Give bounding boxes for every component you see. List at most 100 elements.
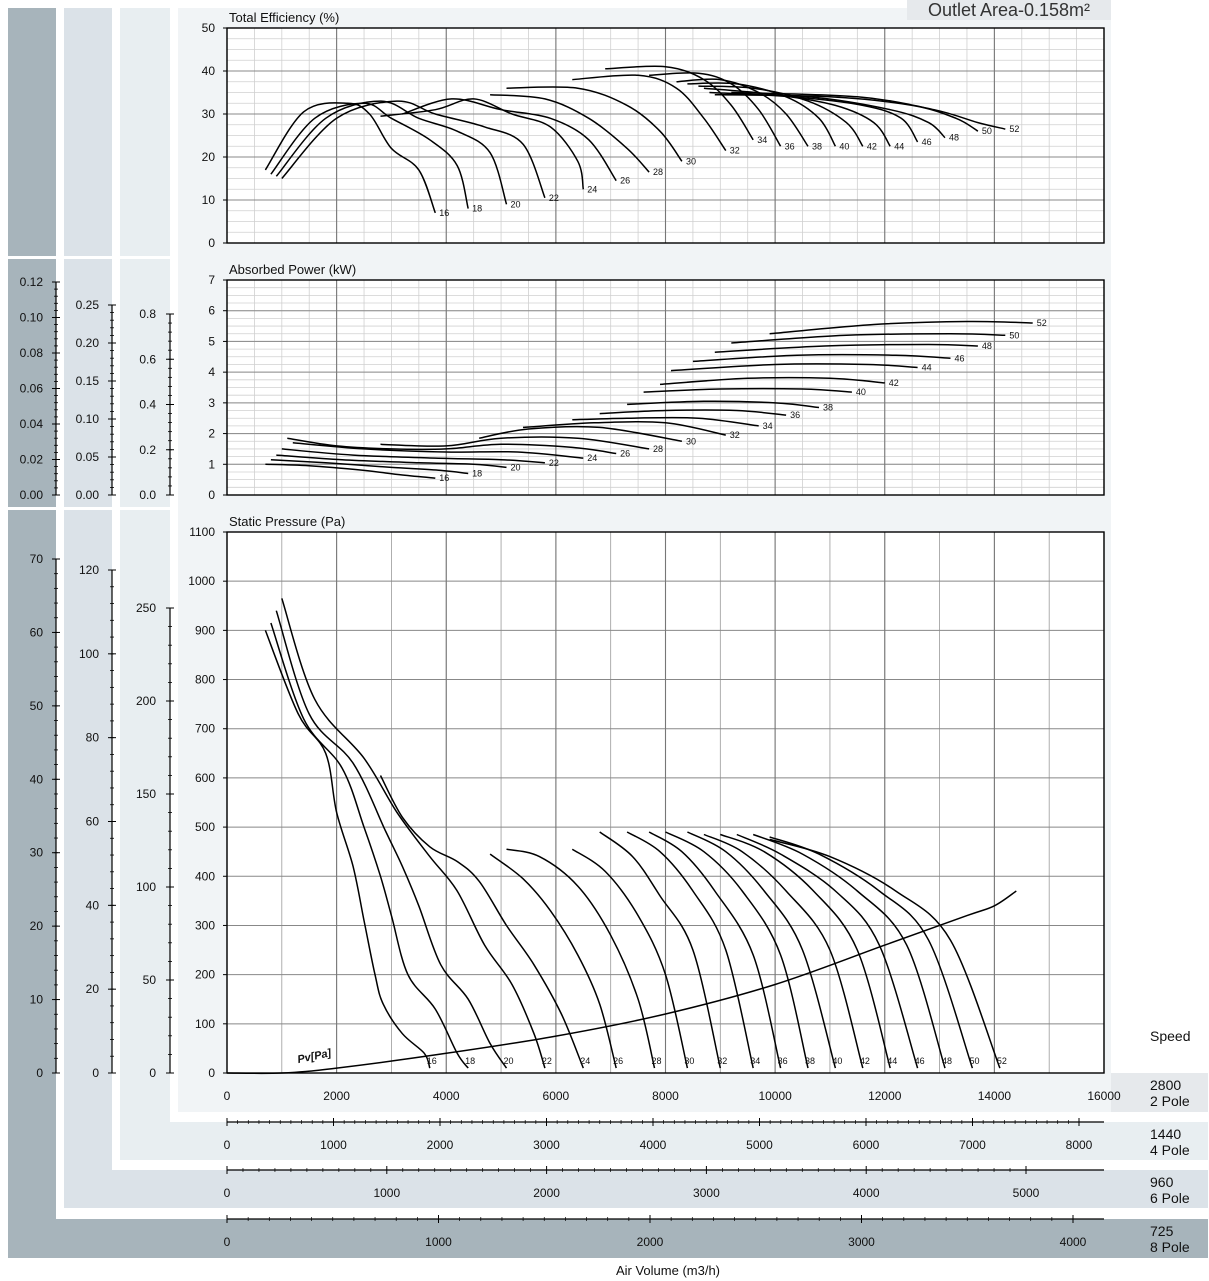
axis-tick-label: 3000 bbox=[848, 1235, 875, 1249]
y-tick-label: 900 bbox=[195, 623, 215, 637]
y-tick-label: 2 bbox=[208, 427, 215, 441]
axis-tick-label: 0.0 bbox=[139, 488, 156, 502]
speed-label-18: 18 bbox=[472, 469, 482, 479]
y-tick-label: 200 bbox=[195, 968, 215, 982]
speed-label-50: 50 bbox=[969, 1056, 979, 1066]
curve-18 bbox=[270, 458, 469, 475]
pole-count: 4 Pole bbox=[1150, 1142, 1190, 1158]
panel-title: Static Pressure (Pa) bbox=[229, 514, 345, 529]
curve-48 bbox=[714, 343, 978, 353]
y-tick-label: 50 bbox=[202, 21, 216, 35]
curve-22 bbox=[281, 100, 546, 199]
speed-label-48: 48 bbox=[949, 133, 959, 143]
axis-tick-label: 0.10 bbox=[20, 311, 44, 325]
power-axis-6pole: 0.8 0.6 0.4 0.2 0.0 bbox=[139, 307, 174, 502]
axis-tick-label: 0.06 bbox=[20, 382, 44, 396]
curve-20 bbox=[275, 100, 508, 205]
y-tick-label: 700 bbox=[195, 722, 215, 736]
curve-42 bbox=[698, 85, 864, 147]
panel-3: 0 100 200 300 400 500 600 700 800 900 1000 1100 Stat… bbox=[188, 514, 1105, 1080]
y-tick-label: 800 bbox=[195, 673, 215, 687]
curve-28 bbox=[490, 93, 650, 173]
y-tick-label: 1 bbox=[208, 457, 215, 471]
axis-tick-label: 2000 bbox=[427, 1138, 454, 1152]
curve-52 bbox=[769, 320, 1033, 335]
speed-label-28: 28 bbox=[653, 167, 663, 177]
speed-label-24: 24 bbox=[580, 1056, 590, 1066]
axis-tick-label: 6000 bbox=[853, 1138, 880, 1152]
curve-30 bbox=[506, 86, 683, 162]
band-6pole-axis bbox=[64, 1170, 1208, 1208]
axis-tick-label: 0.04 bbox=[20, 417, 44, 431]
curve-34 bbox=[626, 831, 754, 1069]
outlet-area-label: Outlet Area-0.158m² bbox=[907, 0, 1111, 20]
speed-label-18: 18 bbox=[465, 1056, 475, 1066]
panel-1: 0 10 20 30 40 50 Total Efficiency (%) 16 18 20 22 2… bbox=[202, 10, 1105, 250]
axis-tick-label: 0 bbox=[224, 1138, 231, 1152]
speed-label-28: 28 bbox=[653, 444, 663, 454]
speed-label-16: 16 bbox=[439, 208, 449, 218]
y-tick-label: 7 bbox=[208, 273, 215, 287]
y-tick-label: 40 bbox=[202, 64, 216, 78]
speed-title: Speed bbox=[1150, 1028, 1190, 1044]
axis-tick-label: 0.6 bbox=[139, 352, 156, 366]
axis-tick-label: 80 bbox=[86, 731, 100, 745]
curve-28 bbox=[380, 436, 650, 450]
speed-rpm: 1440 bbox=[1150, 1126, 1181, 1142]
speed-label-26: 26 bbox=[620, 176, 630, 186]
pole-count: 6 Pole bbox=[1150, 1190, 1190, 1206]
axis-tick-label: 0 bbox=[224, 1089, 231, 1103]
axis-tick-label: 0.12 bbox=[20, 275, 44, 289]
curve-36 bbox=[599, 409, 787, 416]
axis-tick-label: 1000 bbox=[425, 1235, 452, 1249]
curve-40 bbox=[643, 387, 852, 393]
axis-tick-label: 0.15 bbox=[76, 374, 100, 388]
axis-tick-label: 1000 bbox=[320, 1138, 347, 1152]
speed-label-22: 22 bbox=[549, 193, 559, 203]
curve-46 bbox=[692, 353, 951, 363]
band-8pole bbox=[8, 8, 56, 1258]
band-4pole-axis bbox=[120, 1122, 1208, 1160]
panel-title: Absorbed Power (kW) bbox=[229, 262, 356, 277]
band-6pole bbox=[64, 8, 112, 1208]
speed-label-46: 46 bbox=[915, 1056, 925, 1066]
curve-50 bbox=[731, 333, 1006, 344]
speed-label-32: 32 bbox=[730, 146, 740, 156]
axis-tick-label: 120 bbox=[79, 563, 99, 577]
axis-tick-label: 10000 bbox=[758, 1089, 792, 1103]
plot-frame bbox=[226, 531, 1105, 1074]
y-tick-label: 4 bbox=[208, 365, 215, 379]
axis-tick-label: 40 bbox=[86, 898, 100, 912]
curve-26 bbox=[287, 437, 617, 455]
axis-tick-label: 0 bbox=[224, 1186, 231, 1200]
axis-tick-label: 6000 bbox=[543, 1089, 570, 1103]
pole-count: 8 Pole bbox=[1150, 1239, 1190, 1255]
band-divider-top bbox=[0, 256, 178, 259]
speed-label-30: 30 bbox=[686, 436, 696, 446]
speed-label-34: 34 bbox=[763, 421, 773, 431]
curve-38 bbox=[665, 831, 809, 1069]
axis-tick-label: 50 bbox=[143, 973, 157, 987]
axis-tick-label: 4000 bbox=[433, 1089, 460, 1103]
axis-tick-label: 0 bbox=[92, 1066, 99, 1080]
axis-tick-label: 2000 bbox=[533, 1186, 560, 1200]
curve-26 bbox=[402, 98, 617, 182]
axis-tick-label: 200 bbox=[136, 694, 156, 708]
curve-48 bbox=[752, 833, 946, 1069]
axis-tick-label: 2000 bbox=[637, 1235, 664, 1249]
speed-label-26: 26 bbox=[620, 449, 630, 459]
curve-20 bbox=[275, 610, 508, 1069]
axis-tick-label: 100 bbox=[136, 880, 156, 894]
axis-tick-label: 1000 bbox=[373, 1186, 400, 1200]
speed-label-44: 44 bbox=[887, 1056, 897, 1066]
curve-22 bbox=[281, 448, 545, 464]
axis-tick-label: 20 bbox=[86, 982, 100, 996]
speed-label-52: 52 bbox=[1009, 124, 1019, 134]
axis-tick-label: 8000 bbox=[652, 1089, 679, 1103]
axis-tick-label: 4000 bbox=[640, 1138, 667, 1152]
y-tick-label: 300 bbox=[195, 918, 215, 932]
speed-label-42: 42 bbox=[860, 1056, 870, 1066]
